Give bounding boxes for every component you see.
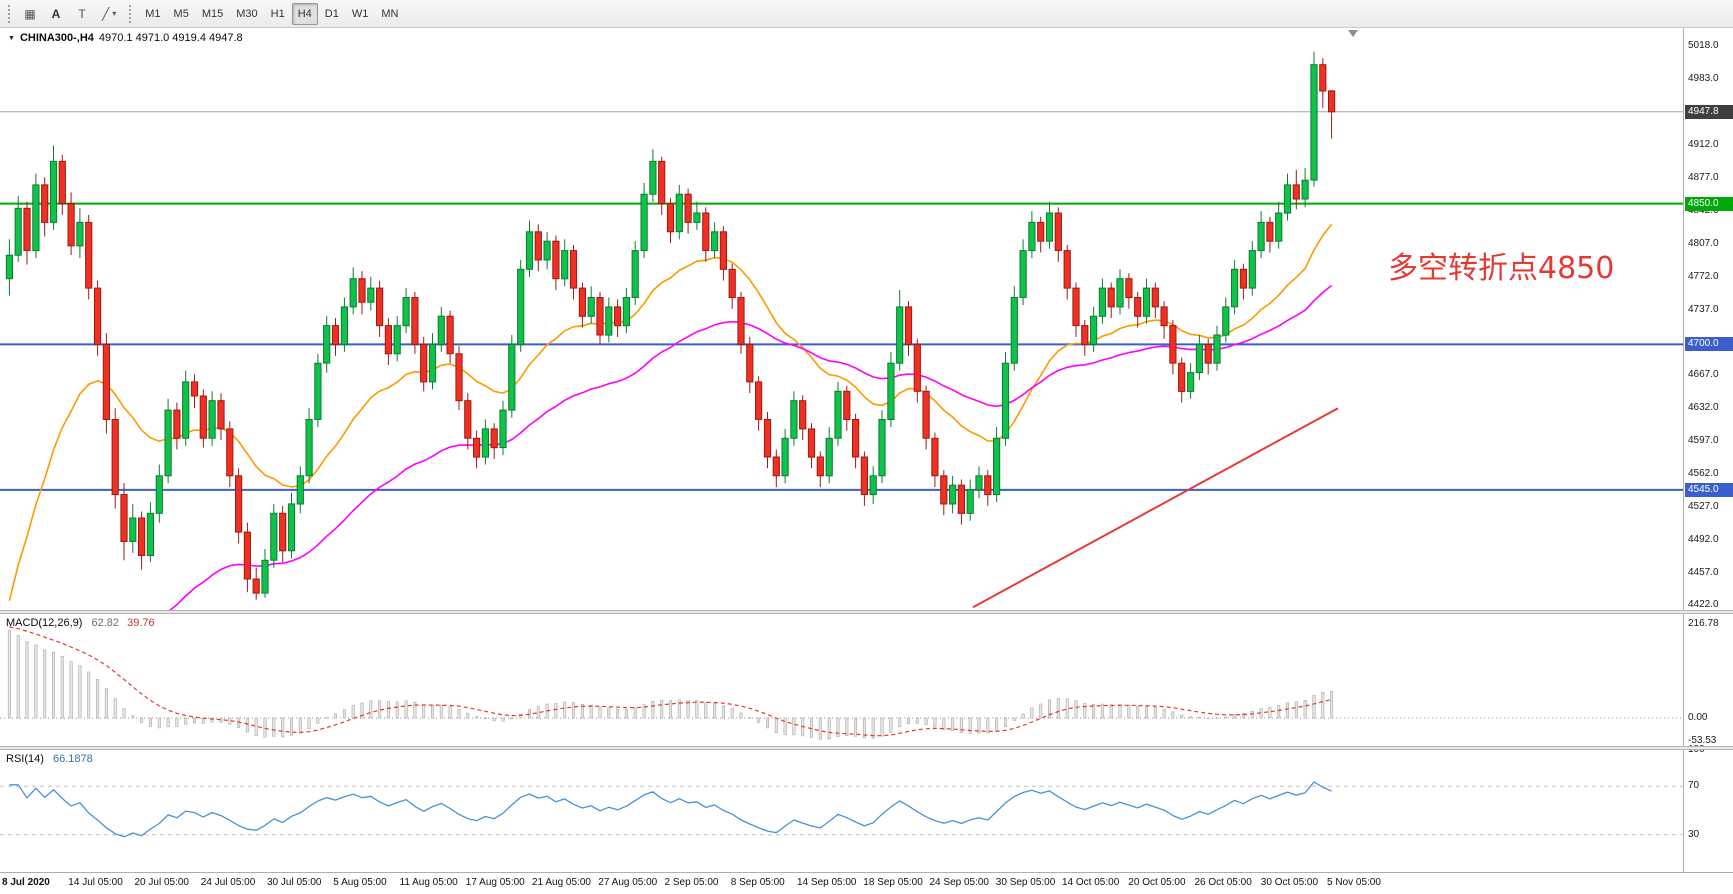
time-axis-label: 18 Sep 05:00 xyxy=(863,877,923,888)
text-tool-label: A xyxy=(51,6,61,21)
macd-axis-label: 216.78 xyxy=(1688,617,1719,629)
toolbar-drag-handle[interactable] xyxy=(7,3,12,24)
time-axis-label: 17 Aug 05:00 xyxy=(465,877,525,888)
time-axis-label: 14 Sep 05:00 xyxy=(797,877,857,888)
timeframe-button-h1[interactable]: H1 xyxy=(265,3,291,25)
trendline xyxy=(972,407,1339,609)
price-tag-4947.8: 4947.8 xyxy=(1685,104,1733,119)
price-axis-label: 4597.0 xyxy=(1688,435,1719,447)
price-axis-label: 4807.0 xyxy=(1688,238,1719,249)
ma-fast-line xyxy=(8,223,1333,601)
price-axis-label: 4422.0 xyxy=(1688,599,1719,611)
timeframe-button-d1[interactable]: D1 xyxy=(319,3,345,25)
time-axis-label: 20 Oct 05:00 xyxy=(1128,877,1186,888)
time-axis-label: 27 Aug 05:00 xyxy=(598,877,658,888)
time-axis-label: 5 Nov 05:00 xyxy=(1327,877,1381,888)
price-axis-label: 5018.0 xyxy=(1688,40,1719,51)
time-axis-label: 11 Aug 05:00 xyxy=(399,877,458,888)
price-tag-4545.0: 4545.0 xyxy=(1685,482,1733,497)
macd-axis-label: 0.00 xyxy=(1688,712,1708,723)
time-axis-label: 14 Oct 05:00 xyxy=(1062,877,1120,888)
price-axis-label: 4667.0 xyxy=(1688,369,1719,381)
time-axis-label: 30 Sep 05:00 xyxy=(995,877,1056,888)
time-axis-label: 21 Aug 05:00 xyxy=(532,877,591,888)
main-toolbar: ▦ A T ╱ ▾ M1 M5 M15 M30 H1 H4 D1 W1 MN xyxy=(0,0,1733,28)
symbol-header: ▼ CHINA300-,H4 4970.1 4971.0 4919.4 4947… xyxy=(8,32,243,44)
rsi-layer xyxy=(0,781,1683,838)
price-axis-label: 4842.0 xyxy=(1688,205,1719,217)
time-axis-label: 5 Aug 05:00 xyxy=(333,877,387,888)
panel-splitter-macd[interactable] xyxy=(0,610,1733,614)
main-chart-layer xyxy=(0,51,1683,614)
macd-signal-line xyxy=(9,626,1332,737)
ma-slow-line xyxy=(164,284,1333,614)
price-axis-label: 4632.0 xyxy=(1688,402,1719,414)
price-axis-label: 4737.0 xyxy=(1688,303,1719,315)
label-tool-button[interactable]: T xyxy=(70,3,94,25)
chart-shift-marker-icon[interactable] xyxy=(1348,30,1358,37)
rsi-value: 66.1878 xyxy=(52,753,93,765)
price-tag-4700.0: 4700.0 xyxy=(1685,337,1733,352)
symbol-label: CHINA300-,H4 xyxy=(19,32,94,44)
timeframe-toolbar-drag-handle[interactable] xyxy=(128,3,134,24)
price-axis-label: 4527.0 xyxy=(1688,500,1719,512)
rsi-label: RSI(14) xyxy=(6,753,44,765)
macd-layer xyxy=(0,626,1683,740)
macd-signal-value: 39.76 xyxy=(127,617,155,629)
price-axis-label: 4562.0 xyxy=(1688,467,1719,479)
chart-annotation-text[interactable]: 多空转折点4850 xyxy=(1388,251,1615,286)
timeframe-button-m5[interactable]: M5 xyxy=(168,3,195,25)
ohlc-values: 4970.1 4971.0 4919.4 4947.8 xyxy=(98,32,243,44)
time-axis-label: 20 Jul 05:00 xyxy=(134,877,190,888)
timeframe-button-m30[interactable]: M30 xyxy=(230,3,263,25)
time-axis-label: 8 Jul 2020 xyxy=(2,877,50,888)
timeframe-button-mn[interactable]: MN xyxy=(375,3,404,25)
label-tool-glyph: T xyxy=(78,6,86,21)
time-axis-label: 8 Sep 05:00 xyxy=(730,877,785,888)
candlestick-series xyxy=(5,51,1336,600)
timeframe-button-m15[interactable]: M15 xyxy=(196,3,229,25)
rsi-line xyxy=(9,781,1332,838)
macd-axis-label: -53.53 xyxy=(1688,735,1717,747)
time-axis-label: 2 Sep 05:00 xyxy=(664,877,719,888)
panel-splitter-rsi[interactable] xyxy=(0,746,1733,750)
price-axis[interactable]: 5018.0 4983.0 4912.0 4877.0 4842.0 4807.0 4772… xyxy=(1683,28,1733,873)
macd-main-value: 62.82 xyxy=(91,617,120,629)
price-tag-4850.0: 4850.0 xyxy=(1685,196,1733,211)
price-axis-label: 4457.0 xyxy=(1688,566,1719,578)
time-axis-label: 30 Oct 05:00 xyxy=(1260,877,1319,888)
timeframe-button-m1[interactable]: M1 xyxy=(139,3,166,25)
price-axis-label: 4912.0 xyxy=(1688,139,1719,151)
timeframe-button-w1[interactable]: W1 xyxy=(346,3,375,25)
trendline-tool-icon: ╱ xyxy=(102,6,110,21)
tick-chart-button[interactable]: ▦ xyxy=(18,3,42,25)
timeframe-toolbar: M1 M5 M15 M30 H1 H4 D1 W1 MN xyxy=(139,2,404,25)
time-axis[interactable]: 8 Jul 2020 14 Jul 05:00 20 Jul 05:00 24 Jul… xyxy=(0,872,1733,894)
chevron-down-icon: ▾ xyxy=(112,9,117,18)
rsi-axis-label: 30 xyxy=(1688,828,1700,840)
time-axis-label: 14 Jul 05:00 xyxy=(68,877,123,888)
time-axis-label: 30 Jul 05:00 xyxy=(267,877,322,888)
price-axis-label: 4877.0 xyxy=(1688,172,1719,184)
price-axis-label: 4492.0 xyxy=(1688,533,1719,545)
chevron-down-icon: ▼ xyxy=(8,34,15,42)
time-axis-label: 24 Sep 05:00 xyxy=(929,877,990,888)
timeframe-button-h4[interactable]: H4 xyxy=(291,2,318,25)
grid-icon: ▦ xyxy=(24,6,36,21)
macd-indicator-header: MACD(12,26,9) 62.82 39.76 xyxy=(6,617,155,629)
rsi-axis-label: 70 xyxy=(1688,780,1700,792)
time-axis-label: 24 Jul 05:00 xyxy=(200,877,256,888)
time-axis-label: 26 Oct 05:00 xyxy=(1194,877,1252,888)
shapes-dropdown-button[interactable]: ╱ ▾ xyxy=(96,3,122,25)
rsi-indicator-header: RSI(14) 66.1878 xyxy=(6,753,93,765)
price-axis-label: 4772.0 xyxy=(1688,270,1719,282)
text-tool-button[interactable]: A xyxy=(44,3,68,25)
macd-label: MACD(12,26,9) xyxy=(6,617,83,629)
price-axis-label: 4983.0 xyxy=(1688,72,1719,84)
